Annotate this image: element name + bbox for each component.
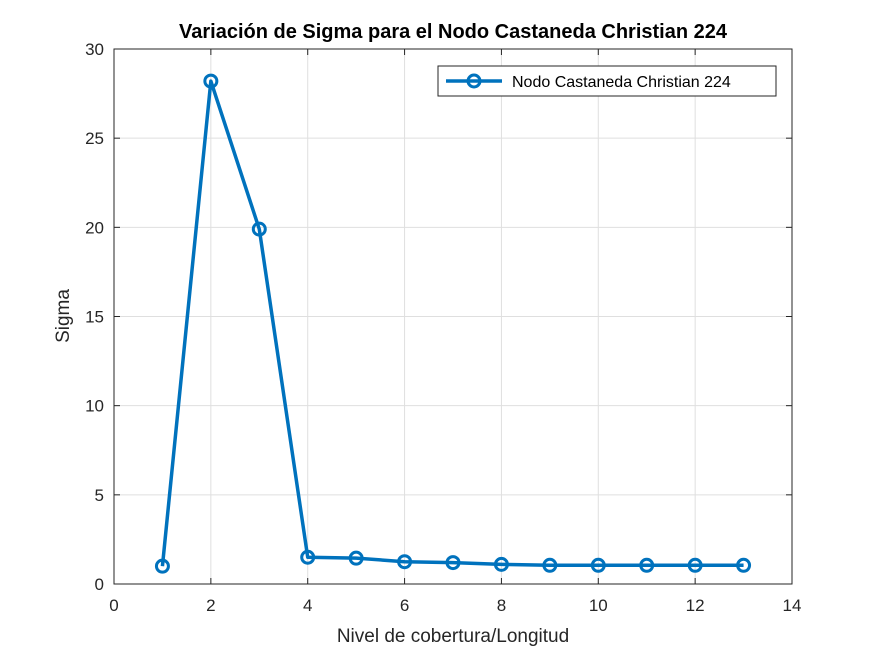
legend-entry-label: Nodo Castaneda Christian 224 <box>512 74 731 91</box>
y-tick-label: 5 <box>95 486 104 505</box>
y-tick-label: 0 <box>95 575 104 594</box>
series-layer <box>154 73 752 574</box>
legend: Nodo Castaneda Christian 224 <box>437 65 777 97</box>
data-point <box>348 550 364 566</box>
x-tick-label: 12 <box>686 596 705 615</box>
x-tick-label: 8 <box>497 596 506 615</box>
y-tick-label: 20 <box>85 218 104 237</box>
series-line <box>160 79 744 568</box>
y-tick-label: 30 <box>85 40 104 59</box>
x-tick-label: 2 <box>206 596 215 615</box>
x-tick-label: 6 <box>400 596 409 615</box>
data-point <box>300 549 316 565</box>
plot-frame <box>113 48 793 585</box>
chart-title: Variación de Sigma para el Nodo Castaned… <box>179 21 728 43</box>
y-tick-label: 15 <box>85 308 104 327</box>
x-tick-label: 0 <box>109 596 118 615</box>
data-point <box>397 554 413 570</box>
data-point <box>203 73 219 89</box>
data-point <box>251 221 267 237</box>
x-axis-label: Nivel de cobertura/Longitud <box>337 626 569 647</box>
data-point <box>687 557 703 573</box>
x-tick-label: 14 <box>783 596 802 615</box>
y-axis-label: Sigma <box>53 289 74 343</box>
data-point <box>736 557 752 573</box>
data-point <box>639 557 655 573</box>
data-point <box>542 557 558 573</box>
data-point <box>445 555 461 571</box>
x-tick-label: 10 <box>589 596 608 615</box>
data-point <box>154 558 170 574</box>
data-point <box>590 557 606 573</box>
x-tick-label: 4 <box>303 596 312 615</box>
data-point <box>493 556 509 572</box>
y-tick-label: 10 <box>85 397 104 416</box>
y-tick-label: 25 <box>85 129 104 148</box>
legend-marker-sample <box>466 73 482 89</box>
